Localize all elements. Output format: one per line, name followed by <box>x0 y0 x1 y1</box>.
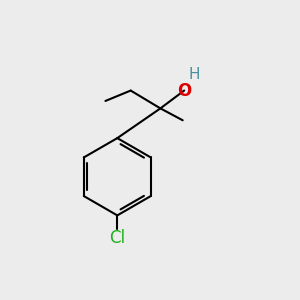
Text: O: O <box>177 82 191 100</box>
Text: Cl: Cl <box>109 229 125 247</box>
Text: H: H <box>189 67 200 82</box>
